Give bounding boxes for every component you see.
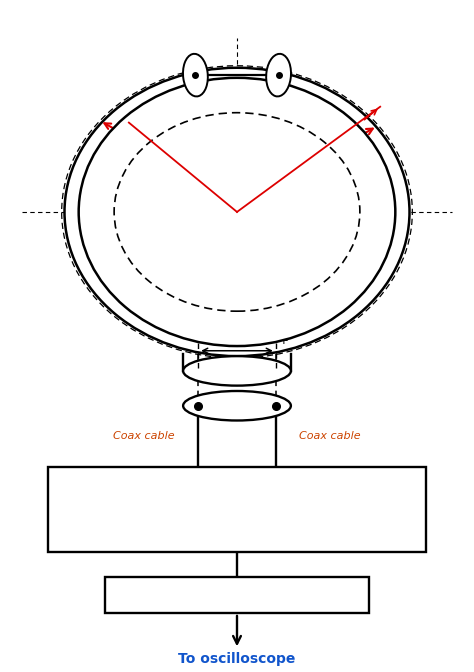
Ellipse shape bbox=[183, 356, 291, 386]
Text: +: + bbox=[182, 103, 191, 116]
Bar bbox=[105, 577, 369, 613]
Ellipse shape bbox=[183, 54, 208, 97]
Text: Coax cable: Coax cable bbox=[113, 431, 174, 442]
Ellipse shape bbox=[64, 68, 410, 356]
Ellipse shape bbox=[79, 78, 395, 346]
Text: To oscilloscope: To oscilloscope bbox=[178, 653, 296, 666]
Text: 2b: 2b bbox=[171, 150, 190, 163]
Text: Coax cable: Coax cable bbox=[300, 431, 361, 442]
Text: -: - bbox=[283, 103, 287, 116]
Text: Differential phase: Differential phase bbox=[166, 492, 308, 505]
Text: 2V: 2V bbox=[229, 335, 245, 347]
Text: +: + bbox=[279, 335, 289, 347]
Text: Splitter (BALUN): Splitter (BALUN) bbox=[173, 513, 301, 527]
Ellipse shape bbox=[266, 54, 291, 97]
Ellipse shape bbox=[183, 391, 291, 421]
Text: Attenuator - A: Attenuator - A bbox=[193, 589, 281, 601]
Bar bbox=[48, 467, 426, 552]
Text: -: - bbox=[191, 335, 195, 347]
Text: a: a bbox=[302, 152, 311, 165]
Text: V: V bbox=[232, 113, 242, 126]
